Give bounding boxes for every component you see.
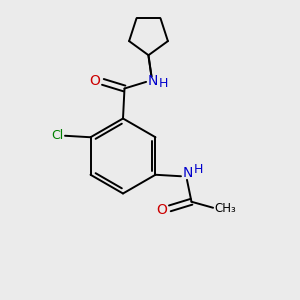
Text: O: O xyxy=(157,202,167,217)
Text: H: H xyxy=(159,77,168,90)
Text: N: N xyxy=(147,74,158,88)
Text: CH₃: CH₃ xyxy=(214,202,236,215)
Text: N: N xyxy=(182,166,193,180)
Text: O: O xyxy=(90,74,101,88)
Text: H: H xyxy=(194,163,203,176)
Text: Cl: Cl xyxy=(51,129,64,142)
